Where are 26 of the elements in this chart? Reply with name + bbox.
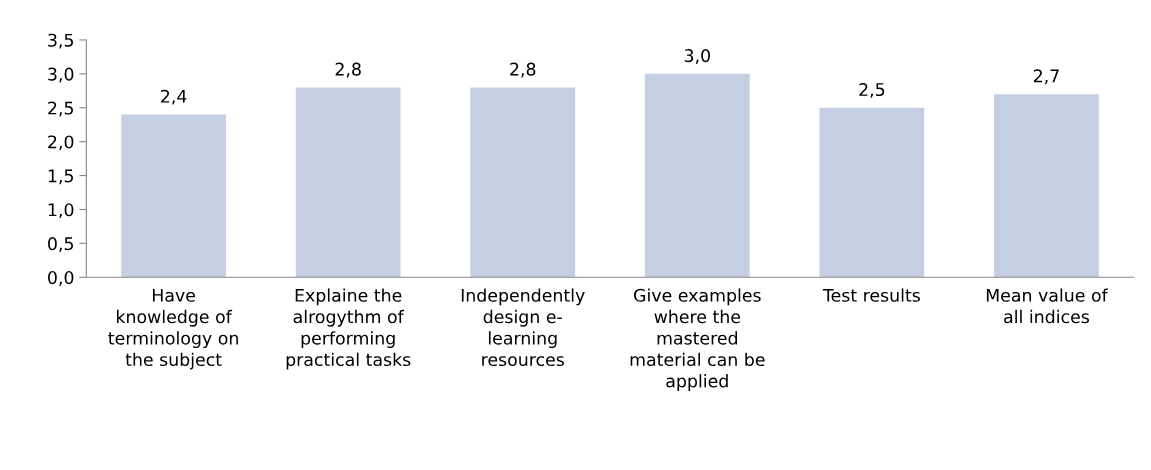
x-tick-label: Mean value of all indices xyxy=(986,288,1109,324)
y-tick-label: 1,0 xyxy=(48,203,74,219)
data-label: 2,8 xyxy=(335,62,361,78)
x-tick-label: Have knowledge of terminology on the subject xyxy=(108,288,238,370)
y-tick-label: 1,5 xyxy=(48,169,73,185)
y-tick-label: 2,5 xyxy=(48,101,73,117)
bar xyxy=(644,73,750,278)
x-tick-label: Test results xyxy=(822,288,920,302)
bar xyxy=(994,94,1099,278)
data-label: 3,0 xyxy=(684,49,710,64)
x-tick-label: Independently design e- learning resources xyxy=(461,288,585,367)
y-tick-label: 3,5 xyxy=(48,33,73,49)
x-tick-label: Give examples where the mastered material can be applied xyxy=(630,288,765,391)
bar xyxy=(295,87,401,278)
x-tick-label: Explaine the alrogythm of performing practical tasks xyxy=(286,288,411,370)
bar xyxy=(121,114,226,278)
data-label: 2,4 xyxy=(161,89,187,105)
data-label: 2,7 xyxy=(1033,69,1059,85)
data-label: 2,5 xyxy=(859,82,885,98)
data-label: 2,8 xyxy=(510,62,536,78)
bar xyxy=(819,107,925,278)
y-tick-label: 3,0 xyxy=(48,67,74,83)
y-tick-label: 0,5 xyxy=(48,237,73,253)
y-tick-label: 0,0 xyxy=(48,271,74,286)
bar xyxy=(470,87,576,278)
y-tick-label: 2,0 xyxy=(48,135,74,151)
